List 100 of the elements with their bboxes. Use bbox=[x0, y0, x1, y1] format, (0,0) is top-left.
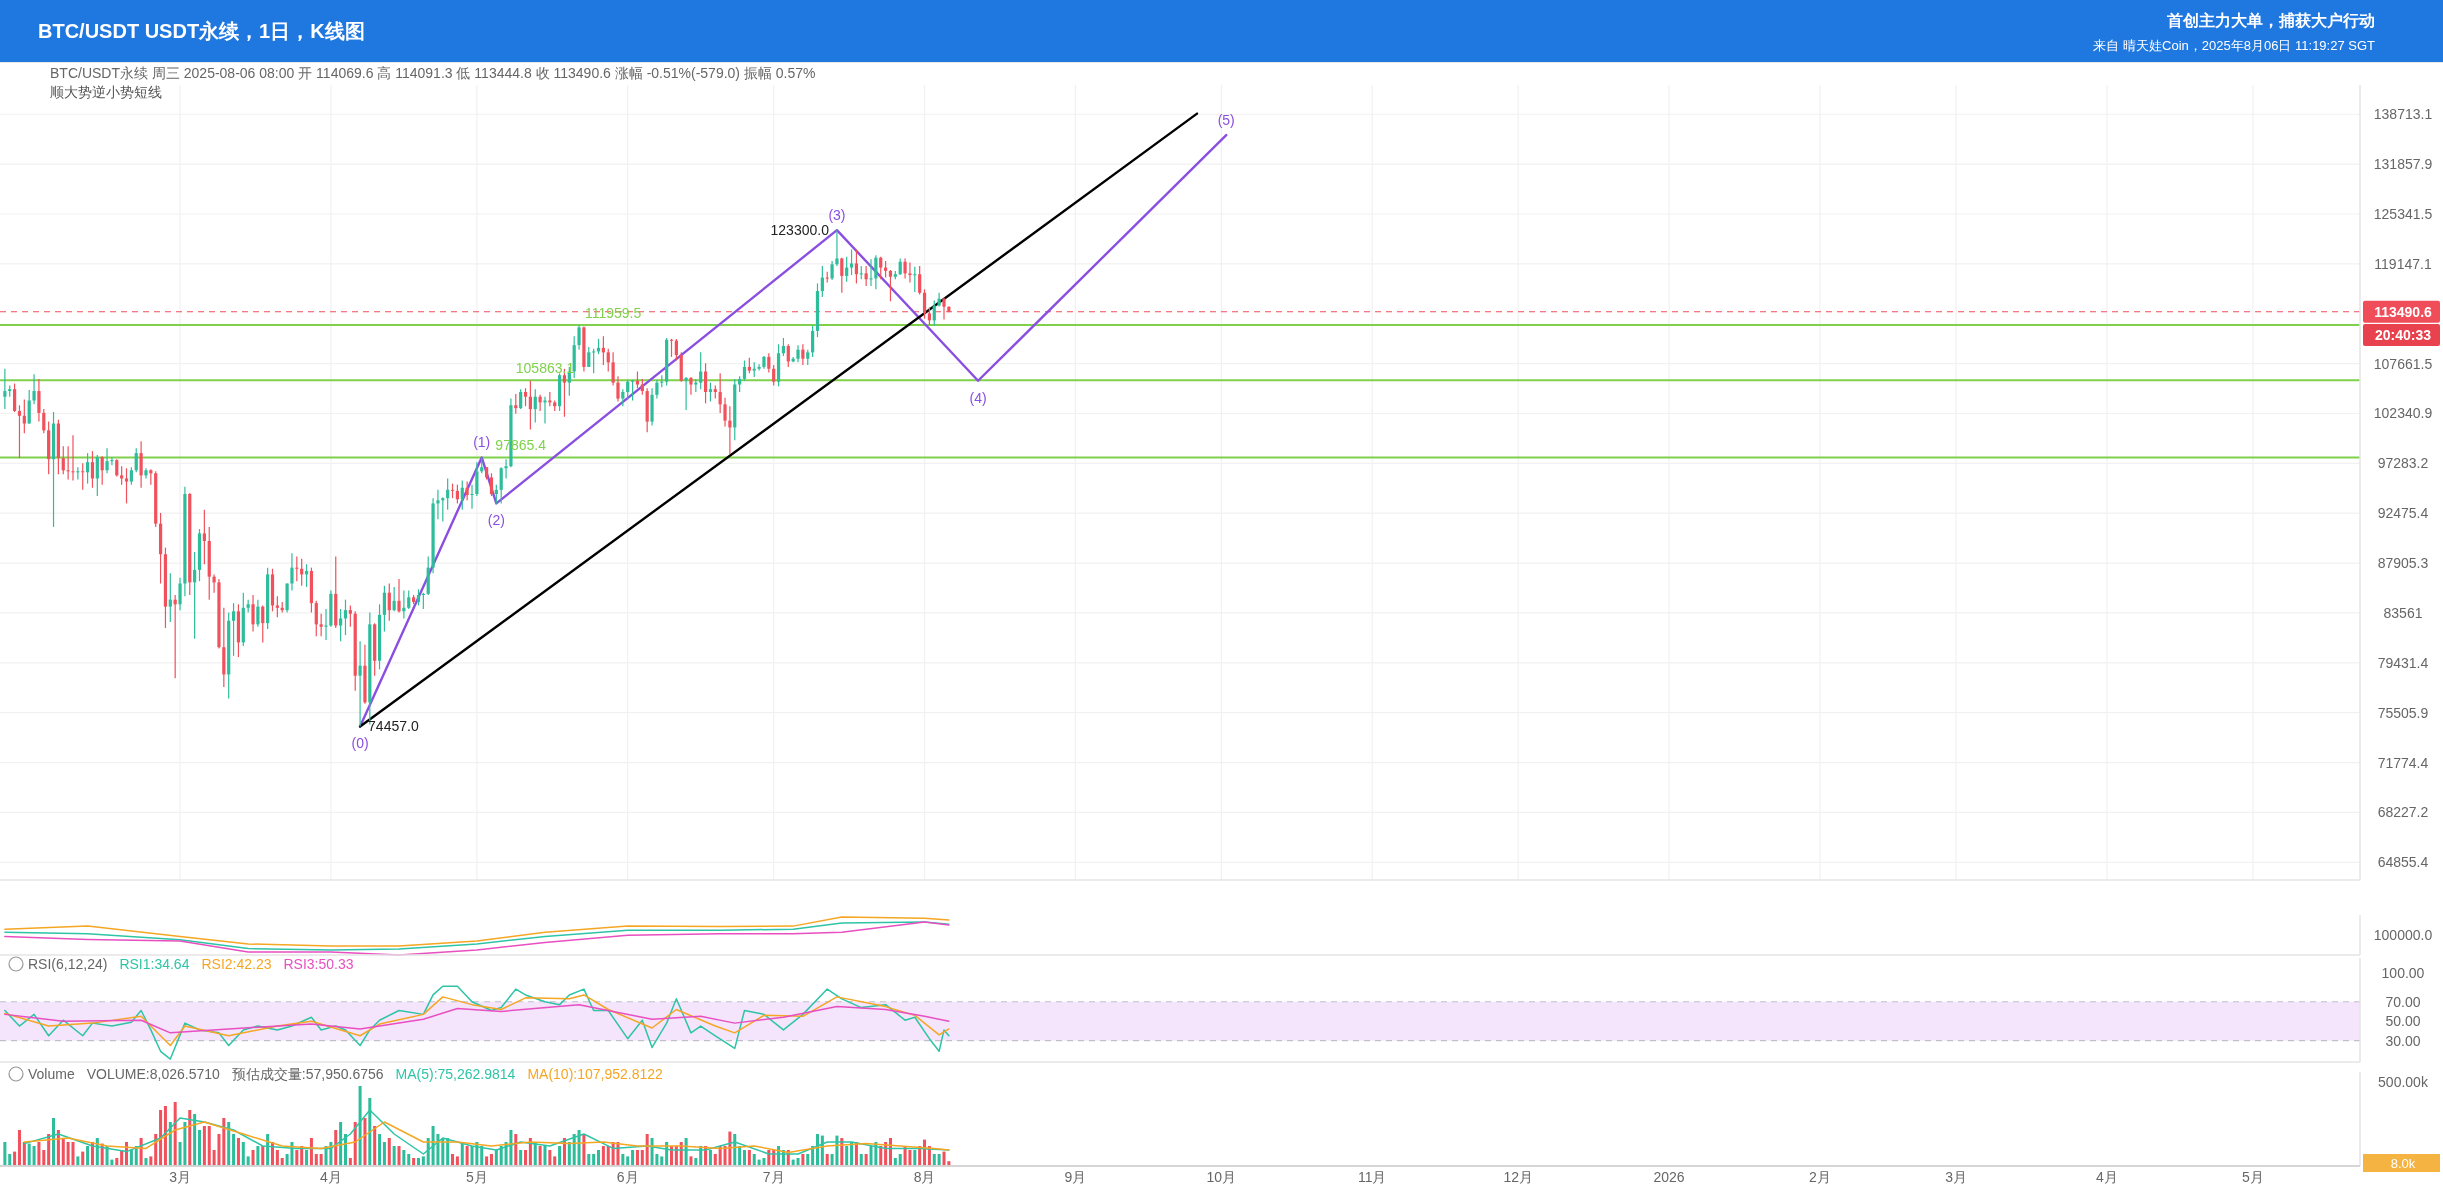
text: 500.00k bbox=[2378, 1074, 2429, 1090]
bar bbox=[937, 1154, 941, 1166]
bar bbox=[689, 1156, 693, 1166]
candlestick bbox=[90, 450, 95, 489]
candlestick bbox=[772, 364, 776, 387]
bar bbox=[597, 1150, 601, 1166]
text: 8.0k bbox=[2390, 1156, 2416, 1171]
text: MA(10):107,952.8122 bbox=[527, 1066, 664, 1082]
candlestick bbox=[465, 480, 469, 501]
bar bbox=[567, 1142, 571, 1166]
bar bbox=[232, 1134, 236, 1166]
bar bbox=[514, 1134, 518, 1166]
candlestick bbox=[319, 613, 323, 637]
candlestick bbox=[611, 351, 615, 387]
y-tick-label: 70.00 bbox=[2385, 993, 2421, 1010]
bar bbox=[314, 1154, 318, 1166]
x-tick-label: 4月 bbox=[319, 1169, 342, 1185]
candlestick bbox=[168, 572, 172, 623]
x-tick-label: 3月 bbox=[169, 1169, 191, 1185]
bar bbox=[631, 1150, 635, 1166]
y-tick-label: 79431.4 bbox=[2377, 654, 2429, 671]
candlestick bbox=[626, 379, 630, 401]
line-series bbox=[4, 994, 950, 1047]
candlestick bbox=[382, 585, 387, 633]
y-tick-label: 68227.2 bbox=[2377, 804, 2429, 821]
bar bbox=[553, 1156, 557, 1166]
bar bbox=[22, 1142, 26, 1166]
candlestick bbox=[689, 376, 693, 396]
bar bbox=[183, 1122, 187, 1166]
candlestick bbox=[261, 604, 265, 643]
bar bbox=[451, 1154, 455, 1166]
candlestick bbox=[124, 467, 129, 505]
candlestick bbox=[548, 391, 552, 407]
candlestick bbox=[699, 351, 703, 390]
bar bbox=[8, 1154, 12, 1166]
candlestick bbox=[908, 262, 912, 284]
line-series bbox=[4, 985, 950, 1060]
bar bbox=[275, 1150, 279, 1166]
bar bbox=[621, 1154, 625, 1166]
bar bbox=[645, 1134, 649, 1166]
candlestick bbox=[757, 363, 761, 372]
candlestick bbox=[348, 604, 352, 628]
candlestick bbox=[17, 404, 22, 459]
candlestick bbox=[835, 229, 839, 267]
bar bbox=[601, 1146, 605, 1166]
bar bbox=[37, 1142, 41, 1166]
bar bbox=[932, 1154, 936, 1166]
bar bbox=[188, 1110, 192, 1166]
x-tick-label: 2月 bbox=[1808, 1169, 1831, 1185]
candlestick bbox=[314, 600, 318, 637]
candlestick bbox=[22, 398, 26, 434]
candlestick bbox=[840, 257, 844, 294]
bar bbox=[742, 1150, 746, 1166]
x-tick-label: 10月 bbox=[1206, 1169, 1237, 1185]
candlestick bbox=[918, 265, 922, 296]
y-tick-label: 102340.9 bbox=[2373, 405, 2433, 422]
bar bbox=[173, 1102, 177, 1166]
y-tick-label: 64855.4 bbox=[2377, 854, 2429, 871]
bar bbox=[13, 1151, 17, 1166]
candlestick bbox=[767, 352, 771, 374]
candlestick bbox=[655, 379, 659, 400]
y-tick-label: 131857.9 bbox=[2373, 156, 2433, 173]
x-tick-label: 12月 bbox=[1503, 1169, 1533, 1185]
bar bbox=[801, 1154, 805, 1166]
candlestick bbox=[202, 509, 206, 565]
bar bbox=[241, 1142, 245, 1166]
chart-subtitle: BTC/USDT永续 周三 2025-08-06 08:00 开 114069.6 高 114091.3 低 113444.8 收 113490.6 涨幅 -0.51%(-579.0) 振幅 0.57% bbox=[50, 65, 816, 81]
candlestick bbox=[407, 589, 411, 610]
bar bbox=[592, 1154, 596, 1166]
bar bbox=[319, 1154, 323, 1166]
bar bbox=[149, 1156, 153, 1166]
y-tick-label: 107661.5 bbox=[2373, 355, 2433, 372]
bar bbox=[626, 1156, 630, 1166]
y-tick-label: 71774.4 bbox=[2377, 754, 2429, 771]
y-tick-label: 30.00 bbox=[2385, 1032, 2421, 1049]
candlestick bbox=[339, 608, 343, 642]
x-tick-label: 11月 bbox=[1357, 1169, 1387, 1185]
candlestick bbox=[76, 466, 80, 481]
candlestick bbox=[475, 461, 479, 497]
bar bbox=[159, 1110, 163, 1166]
bar bbox=[898, 1154, 902, 1166]
bar bbox=[455, 1156, 459, 1166]
annotation: (1) bbox=[473, 434, 491, 451]
candlestick bbox=[95, 454, 99, 497]
bar bbox=[558, 1146, 562, 1166]
candlestick bbox=[397, 578, 401, 614]
bar bbox=[489, 1154, 493, 1166]
bar bbox=[378, 1134, 382, 1166]
candlestick bbox=[811, 325, 815, 358]
candlestick bbox=[256, 599, 260, 628]
candlestick bbox=[888, 269, 893, 302]
candlestick bbox=[193, 551, 197, 640]
bar bbox=[825, 1154, 829, 1166]
bar bbox=[76, 1156, 80, 1166]
x-tick-label: 6月 bbox=[616, 1169, 639, 1185]
y-tick-label: 83561 bbox=[2383, 604, 2423, 621]
annotation: (5) bbox=[1217, 112, 1235, 129]
candlestick bbox=[849, 248, 854, 276]
bar bbox=[251, 1150, 255, 1166]
bar bbox=[81, 1151, 85, 1166]
